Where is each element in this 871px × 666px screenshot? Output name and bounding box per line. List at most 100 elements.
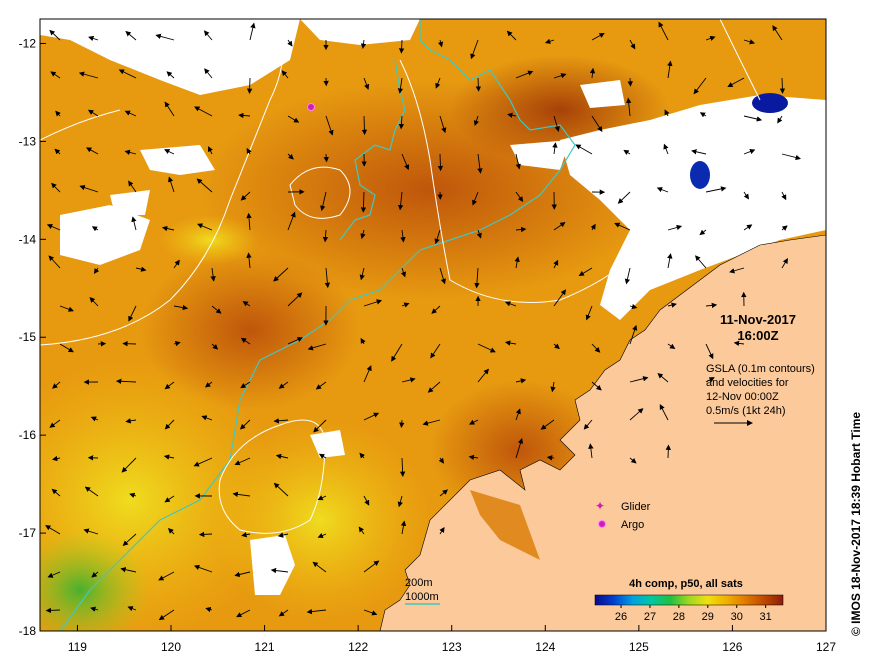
velocity-arrow	[779, 77, 786, 94]
argo-float-marker[interactable]	[307, 103, 315, 111]
velocity-arrow	[193, 564, 213, 573]
velocity-arrow	[781, 225, 788, 231]
velocity-arrow	[45, 607, 61, 614]
cool-region	[160, 215, 260, 265]
velocity-arrow	[470, 39, 479, 60]
velocity-arrow	[273, 267, 289, 282]
velocity-arrow	[205, 606, 213, 613]
velocity-arrow	[306, 608, 327, 615]
velocity-arrow	[164, 495, 175, 503]
velocity-arrow	[515, 70, 534, 79]
velocity-arrow	[781, 258, 788, 269]
velocity-arrow	[359, 452, 365, 459]
velocity-arrow	[659, 403, 669, 421]
velocity-arrow	[128, 180, 137, 193]
velocity-note-line2: and velocities for	[706, 377, 789, 389]
velocity-arrow	[733, 340, 745, 347]
velocity-arrow	[629, 39, 636, 50]
velocity-arrow	[550, 381, 556, 393]
x-tick-label: 119	[68, 640, 87, 654]
velocity-arrow	[515, 438, 524, 459]
velocity-arrow	[430, 343, 441, 359]
velocity-arrow	[164, 149, 175, 155]
velocity-arrow	[544, 38, 555, 44]
gsla-contours	[40, 19, 761, 534]
plot-border	[39, 18, 827, 632]
velocity-arrow	[120, 567, 137, 573]
velocity-arrow	[361, 115, 368, 136]
velocity-arrow	[360, 337, 366, 345]
velocity-note-line3: 12-Nov 00:00Z	[706, 391, 779, 403]
velocity-arrow	[246, 77, 253, 94]
y-tick-label: -15	[19, 330, 37, 344]
velocity-arrow	[277, 532, 289, 538]
velocity-arrow	[54, 148, 61, 155]
velocity-arrow	[617, 191, 631, 204]
y-tick-label: -17	[19, 526, 37, 540]
velocity-arrow	[667, 60, 673, 79]
velocity-arrow	[198, 531, 213, 538]
colorbar-tick-label: 31	[760, 611, 772, 623]
velocity-arrow	[234, 457, 251, 466]
y-tick-label: -18	[19, 624, 37, 638]
velocity-arrow	[705, 35, 716, 41]
velocity-arrow	[591, 115, 603, 132]
velocity-arrow	[699, 112, 707, 118]
velocity-arrow	[313, 419, 327, 433]
velocity-arrow	[173, 304, 189, 311]
velocity-arrow	[591, 32, 605, 41]
colorbar-tick-label: 30	[731, 611, 743, 623]
velocity-arrow	[129, 492, 137, 499]
cool-region	[40, 530, 150, 631]
velocity-arrow	[474, 267, 480, 289]
velocity-arrow	[236, 609, 251, 618]
velocity-arrow	[391, 343, 403, 362]
velocity-arrow	[125, 30, 137, 41]
x-tick-label: 124	[535, 640, 555, 654]
velocity-arrow	[287, 337, 303, 345]
velocity-arrow	[86, 147, 99, 155]
velocity-arrow	[575, 144, 593, 155]
velocity-arrow	[52, 455, 61, 462]
velocity-arrow	[589, 67, 596, 79]
velocity-arrow	[273, 482, 289, 497]
velocity-arrow	[363, 77, 370, 90]
velocity-arrow	[273, 418, 289, 424]
velocity-arrow	[667, 343, 676, 350]
x-tick-label: 122	[348, 640, 368, 654]
glider-legend-label: Glider	[621, 501, 651, 513]
velocity-arrow	[553, 259, 559, 269]
velocity-arrow	[164, 419, 175, 430]
velocity-arrow	[591, 343, 601, 353]
velocity-arrow	[275, 453, 289, 460]
velocity-arrow	[90, 606, 99, 612]
velocity-arrow	[439, 489, 448, 497]
velocity-arrow	[208, 146, 213, 155]
y-tick-label: -12	[19, 36, 37, 50]
velocity-arrow	[249, 22, 256, 41]
velocity-arrow	[399, 457, 406, 477]
velocity-arrow	[705, 377, 715, 383]
velocity-arrow	[210, 267, 216, 282]
bay	[470, 490, 540, 560]
velocity-arrow	[629, 303, 638, 310]
velocity-arrow	[695, 255, 707, 269]
velocity-arrow	[476, 229, 482, 239]
velocity-arrow	[164, 381, 175, 390]
velocity-arrow	[400, 267, 407, 278]
velocity-arrow	[312, 561, 327, 573]
velocity-arrow	[287, 39, 293, 47]
velocity-arrow	[363, 495, 370, 506]
x-axis: 119 120 121 122 123 124 125 126 127	[68, 625, 836, 654]
velocity-arrow	[614, 222, 631, 231]
velocity-arrow	[115, 378, 137, 385]
velocity-arrow	[320, 191, 327, 212]
velocity-arrow	[246, 147, 252, 155]
velocity-arrow	[158, 571, 175, 581]
velocity-arrow	[51, 182, 61, 193]
velocity-arrow	[49, 29, 61, 41]
argo-legend-symbol	[598, 520, 606, 528]
velocity-arrow	[515, 226, 527, 233]
velocity-arrow	[239, 419, 251, 430]
velocity-arrow	[55, 110, 61, 117]
